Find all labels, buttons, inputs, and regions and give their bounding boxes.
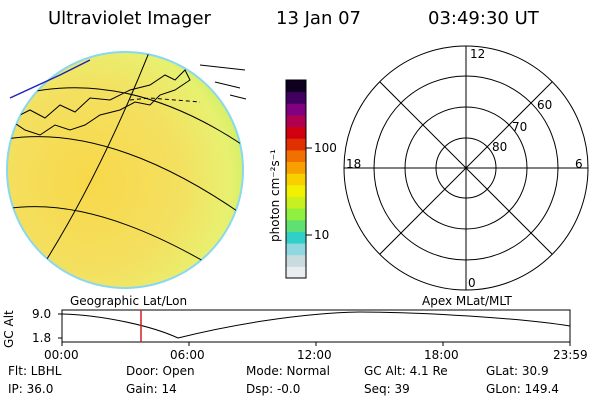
timeline-xtick: 00:00 xyxy=(44,348,79,362)
polar-label-80: 80 xyxy=(492,140,508,154)
polar-label-12: 12 xyxy=(470,47,486,61)
polar-diagonal-2 xyxy=(379,81,553,255)
info-ip: IP: 36.0 xyxy=(8,382,54,396)
colorbar-swatch xyxy=(286,126,306,139)
info-mode: Mode: Normal xyxy=(246,364,330,378)
colorbar-swatch xyxy=(286,231,306,244)
altitude-curve xyxy=(61,311,571,339)
colorbar-swatch xyxy=(286,196,306,209)
polar-label-6: 6 xyxy=(575,157,583,171)
polar-label-0: 0 xyxy=(468,276,476,290)
timeline-xtick: 18:00 xyxy=(424,348,459,362)
colorbar-swatch xyxy=(286,266,306,279)
timeline-xtick: 23:59 xyxy=(553,348,588,362)
info-gain: Gain: 14 xyxy=(126,382,177,396)
colorbar-swatch xyxy=(286,138,306,151)
left-plot-label: Geographic Lat/Lon xyxy=(70,294,188,308)
coastline xyxy=(9,69,191,136)
info-gcalt: GC Alt: 4.1 Re xyxy=(364,364,448,378)
polar-plot xyxy=(343,45,589,291)
timeline-ytick-top: 9.0 xyxy=(32,307,52,321)
colorbar-swatch xyxy=(286,243,306,256)
colorbar-label-100: 100 xyxy=(314,141,337,155)
altitude-timeline xyxy=(58,309,571,346)
info-seq: Seq: 39 xyxy=(364,382,410,396)
colorbar xyxy=(285,79,307,279)
colorbar-swatch xyxy=(286,103,306,116)
timeline-ylabel: GC Alt xyxy=(2,310,16,348)
colorbar-swatch xyxy=(286,184,306,197)
info-door: Door: Open xyxy=(126,364,195,378)
timeline-ytick-bottom: 1.8 xyxy=(32,331,52,345)
colorbar-frame xyxy=(285,79,307,279)
uv-image-panel xyxy=(6,51,247,289)
outer-coast xyxy=(199,64,247,100)
polar-label-18: 18 xyxy=(346,157,362,171)
colorbar-unit-label: photon cm⁻²s⁻¹ xyxy=(268,149,282,242)
time-label: 03:49:30 UT xyxy=(428,8,539,29)
limb-curve xyxy=(9,59,91,99)
grid-line xyxy=(7,136,243,221)
info-glon: GLon: 149.4 xyxy=(486,382,559,396)
timeline-xtick: 06:00 xyxy=(170,348,205,362)
info-flt: Flt: LBHL xyxy=(8,364,62,378)
colorbar-swatch xyxy=(286,91,306,104)
colorbar-swatch xyxy=(286,161,306,174)
colorbar-swatch xyxy=(286,254,306,267)
polar-label-70: 70 xyxy=(512,120,528,134)
colorbar-label-10: 10 xyxy=(314,228,330,242)
colorbar-swatch xyxy=(286,80,306,93)
info-glat: GLat: 30.9 xyxy=(486,364,549,378)
date-label: 13 Jan 07 xyxy=(276,8,361,29)
colorbar-swatch xyxy=(286,219,306,232)
colorbar-swatch xyxy=(286,208,306,221)
right-plot-label: Apex MLat/MLT xyxy=(422,294,512,308)
colorbar-swatch xyxy=(286,173,306,186)
info-dsp: Dsp: -0.0 xyxy=(246,382,301,396)
instrument-title: Ultraviolet Imager xyxy=(48,8,211,29)
colorbar-swatch xyxy=(286,149,306,163)
colorbar-swatch xyxy=(286,114,306,128)
timeline-xtick: 12:00 xyxy=(297,348,332,362)
earth-disc xyxy=(6,51,244,289)
dashed-coast xyxy=(129,97,201,103)
polar-label-60: 60 xyxy=(537,98,553,112)
